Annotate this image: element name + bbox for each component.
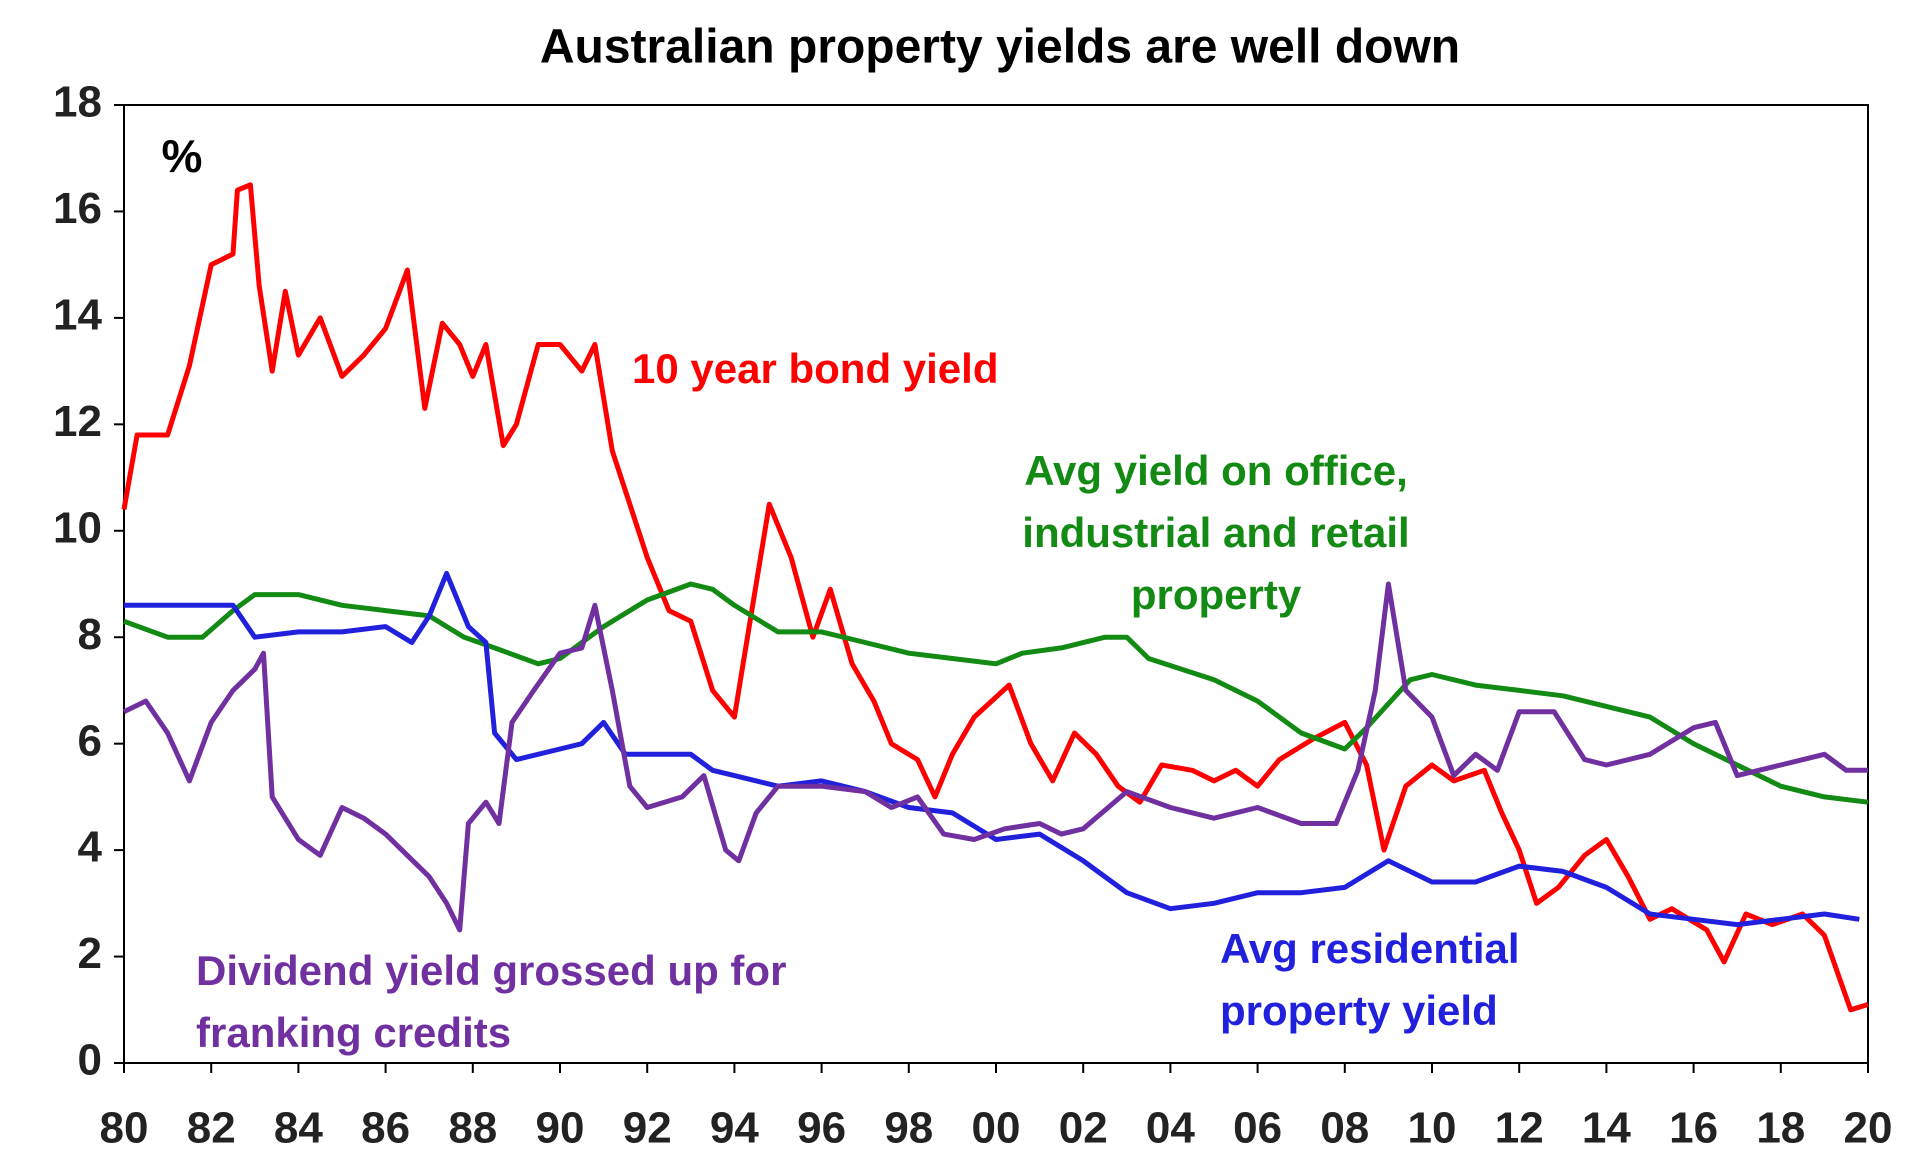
x-tick-label: 00 <box>972 1104 1021 1153</box>
series-label: 10 year bond yield <box>632 345 999 392</box>
x-tick-label: 20 <box>1844 1104 1893 1153</box>
y-tick-label: 14 <box>53 291 102 340</box>
x-tick-label: 04 <box>1146 1104 1195 1153</box>
y-tick-label: 2 <box>78 929 102 978</box>
x-tick-label: 06 <box>1233 1104 1282 1153</box>
y-tick-label: 4 <box>78 823 103 872</box>
series-label: Avg residential property yield <box>1220 925 1520 1034</box>
y-tick-label: 8 <box>78 610 102 659</box>
x-tick-label: 86 <box>361 1104 410 1153</box>
x-tick-label: 14 <box>1582 1104 1631 1153</box>
y-tick-label: 10 <box>53 503 102 552</box>
series-label: Avg yield on office, industrial and reta… <box>1022 447 1410 618</box>
x-tick-label: 90 <box>536 1104 585 1153</box>
x-tick-label: 08 <box>1320 1104 1369 1153</box>
x-tick-label: 82 <box>187 1104 236 1153</box>
chart-title: Australian property yields are well down <box>540 21 1460 74</box>
y-tick-label: 16 <box>53 184 102 233</box>
series-line <box>124 570 1860 928</box>
x-tick-label: 02 <box>1059 1104 1108 1153</box>
x-tick-label: 96 <box>797 1104 846 1153</box>
series-line <box>123 581 1869 805</box>
y-tick-label: 18 <box>53 78 102 127</box>
x-tick-label: 16 <box>1669 1104 1718 1153</box>
y-tick-label: 0 <box>78 1036 102 1085</box>
x-tick-label: 84 <box>274 1104 323 1153</box>
y-unit: % <box>162 130 203 182</box>
x-tick-label: 12 <box>1495 1104 1544 1153</box>
x-tick-label: 80 <box>100 1104 149 1153</box>
x-tick-label: 92 <box>623 1104 672 1153</box>
x-tick-label: 88 <box>448 1104 497 1153</box>
y-tick-label: 6 <box>78 716 102 765</box>
x-tick-label: 94 <box>710 1104 759 1153</box>
series-line <box>121 182 1869 1013</box>
series-label: Dividend yield grossed up for franking c… <box>196 947 787 1056</box>
series-line <box>122 581 1868 933</box>
x-tick-label: 10 <box>1408 1104 1457 1153</box>
x-tick-label: 18 <box>1756 1104 1805 1153</box>
x-tick-label: 98 <box>884 1104 933 1153</box>
y-tick-label: 12 <box>53 397 102 446</box>
